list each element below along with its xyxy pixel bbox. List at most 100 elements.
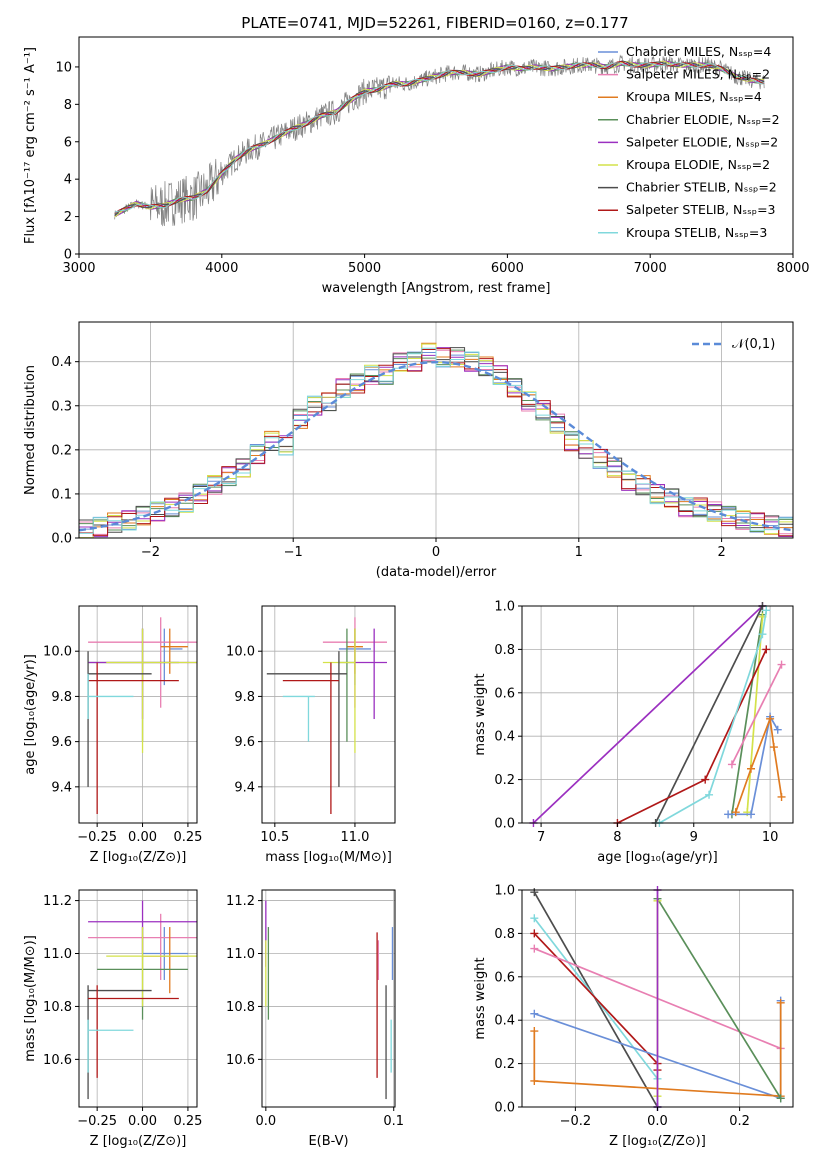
- y-tick-label: 0.2: [51, 443, 72, 458]
- plus-marker: [776, 1094, 785, 1103]
- y-tick-label: 8: [64, 98, 72, 113]
- x-tick-label: −0.25: [77, 1114, 117, 1129]
- x-tick-label: 7000: [634, 261, 667, 276]
- y-tick-label: 1.0: [494, 600, 515, 615]
- y-tick-label: 9.6: [234, 735, 255, 750]
- y-tick-label: 1.0: [494, 884, 515, 899]
- y-tick-label: 10: [55, 60, 72, 75]
- mass-weight-line: [654, 605, 764, 824]
- plus-marker: [530, 929, 539, 938]
- error-bar-point: [163, 628, 183, 686]
- error-bar-point: [88, 985, 179, 1078]
- axes-frame: [261, 889, 396, 1108]
- y-tick-label: 0.8: [494, 927, 515, 942]
- y-tick-label: 2: [64, 210, 72, 225]
- x-tick-label: 5000: [348, 261, 381, 276]
- x-tick-label: 0.2: [729, 1114, 750, 1129]
- legend-label: Kroupa STELIB, Nₛₛₚ=3: [626, 225, 767, 240]
- legend-label: Salpeter ELODIE, Nₛₛₚ=2: [626, 134, 778, 149]
- y-tick-label: 0.2: [494, 1057, 515, 1072]
- panel-6: [262, 890, 395, 1107]
- error-bar-point: [87, 1019, 134, 1073]
- x-axis-label: E(B-V): [308, 1134, 348, 1149]
- axes-frame: [78, 36, 794, 255]
- x-tick-label: 0.0: [255, 1114, 276, 1129]
- plus-marker: [758, 630, 767, 639]
- x-tick-label: −2: [141, 545, 160, 560]
- x-tick-label: 1: [575, 545, 583, 560]
- axes-frame: [521, 605, 794, 824]
- axes-frame: [78, 605, 198, 824]
- x-axis-label: Z [log₁₀(Z/Z⊙)]: [90, 1134, 187, 1149]
- y-tick-label: 9.4: [234, 780, 255, 795]
- mass-weight-line: [734, 718, 783, 813]
- y-tick-label: 11.2: [226, 894, 255, 909]
- x-tick-label: 0.00: [128, 1114, 157, 1129]
- legend-label: Salpeter STELIB, Nₛₛₚ=3: [626, 202, 776, 217]
- legend-label: Salpeter MILES, Nₛₛₚ=2: [626, 67, 770, 82]
- x-tick-label: 0.25: [173, 1114, 202, 1129]
- legend-label: Kroupa MILES, Nₛₛₚ=4: [626, 89, 762, 104]
- error-bar-point: [106, 628, 197, 753]
- plus-marker: [701, 775, 710, 784]
- panel-4: [522, 605, 793, 824]
- y-tick-label: 11.2: [43, 894, 72, 909]
- error-bar-point: [87, 673, 134, 720]
- mass-weight-line: [532, 605, 764, 824]
- histogram-step: [79, 347, 793, 534]
- error-bar-point: [338, 628, 355, 742]
- error-bar-point: [88, 628, 179, 742]
- x-tick-label: 0.1: [383, 1114, 404, 1129]
- plus-marker: [747, 810, 756, 819]
- y-tick-label: 9.8: [234, 690, 255, 705]
- y-axis-label: mass weight: [473, 957, 488, 1039]
- x-axis-label: age [log₁₀(age/yr)]: [597, 850, 718, 865]
- x-axis-label: wavelength [Angstrom, rest frame]: [322, 281, 551, 296]
- x-tick-label: 10: [762, 830, 779, 845]
- y-tick-label: 0.8: [494, 643, 515, 658]
- plus-marker: [705, 790, 714, 799]
- y-tick-label: 0.6: [494, 686, 515, 701]
- chart-title: PLATE=0741, MJD=52261, FIBERID=0160, z=0…: [241, 14, 628, 32]
- legend-label: Kroupa ELODIE, Nₛₛₚ=2: [626, 157, 770, 172]
- x-tick-label: 8000: [776, 261, 809, 276]
- x-axis-label: Z [log₁₀(Z/Z⊙)]: [90, 850, 187, 865]
- normal-curve: [78, 360, 794, 532]
- mass-weight-line: [746, 616, 764, 813]
- y-tick-label: 0.0: [494, 817, 515, 832]
- plus-marker: [776, 998, 785, 1007]
- x-axis-label: mass [log₁₀(M/M⊙)]: [265, 850, 392, 865]
- x-tick-label: 3000: [62, 261, 95, 276]
- x-tick-label: 4000: [205, 261, 238, 276]
- y-axis-label: Flux [fλ10⁻¹⁷ erg cm⁻² s⁻¹ A⁻¹]: [23, 47, 38, 244]
- y-tick-label: 11.0: [226, 947, 255, 962]
- x-tick-label: 6000: [491, 261, 524, 276]
- x-tick-label: 2: [717, 545, 725, 560]
- plus-marker: [731, 808, 740, 817]
- plus-marker: [766, 714, 775, 723]
- plus-marker: [727, 760, 736, 769]
- x-axis-label: Z [log₁₀(Z/Z⊙)]: [609, 1134, 706, 1149]
- error-bar-point: [106, 927, 197, 1007]
- y-tick-label: 0.0: [494, 1101, 515, 1116]
- y-tick-label: 10.0: [226, 645, 255, 660]
- y-tick-label: 9.4: [51, 780, 72, 795]
- model-spectrum: [114, 62, 765, 213]
- error-bar-point: [266, 651, 347, 787]
- panel-3: [262, 606, 395, 823]
- x-tick-label: 11.0: [340, 830, 369, 845]
- legend-label: 𝒩(0,1): [732, 337, 775, 352]
- plus-marker: [762, 645, 771, 654]
- y-tick-label: 0.4: [494, 730, 515, 745]
- x-tick-label: −0.25: [77, 830, 117, 845]
- y-tick-label: 0: [64, 248, 72, 263]
- mass-weight-line: [731, 664, 783, 765]
- x-tick-label: −1: [284, 545, 303, 560]
- x-tick-label: 0.0: [647, 1114, 668, 1129]
- x-tick-label: 10.5: [260, 830, 289, 845]
- y-axis-label: age [log₁₀(age/yr)]: [23, 654, 38, 775]
- error-bar-point: [160, 628, 188, 674]
- error-bar-point: [354, 628, 387, 720]
- mass-weight-line: [658, 610, 768, 824]
